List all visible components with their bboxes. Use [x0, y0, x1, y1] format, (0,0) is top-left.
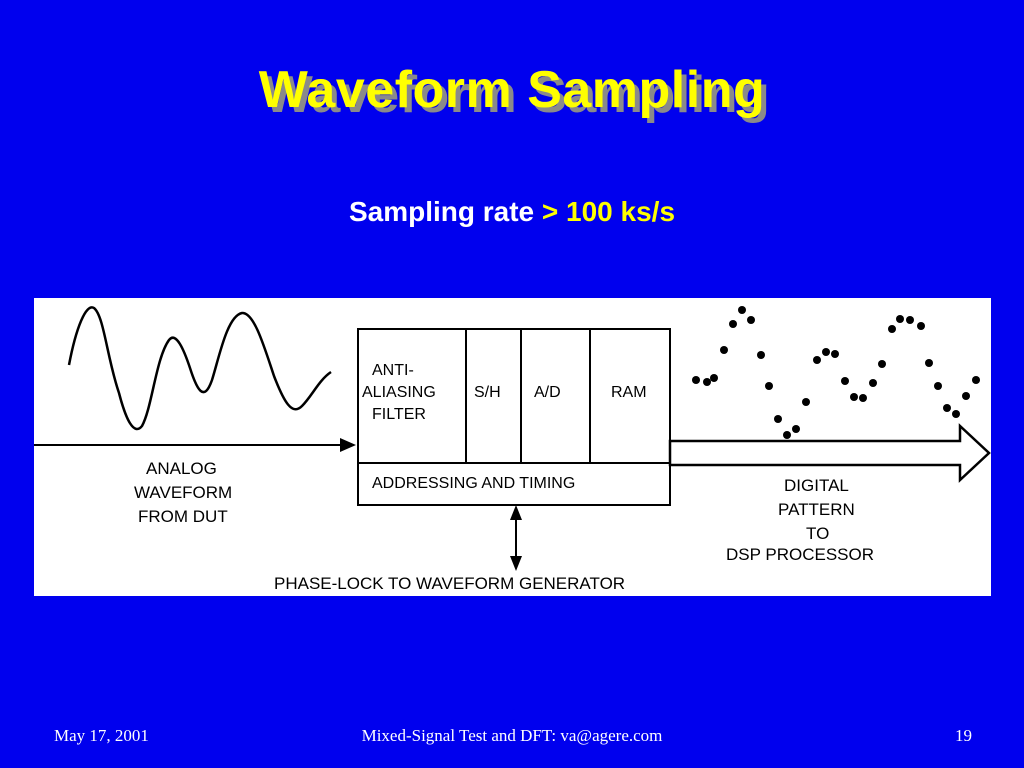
sample-dot	[747, 316, 755, 324]
digital-label-line4: DSP PROCESSOR	[726, 545, 874, 564]
sample-dot	[952, 410, 960, 418]
footer-date: May 17, 2001	[54, 726, 149, 745]
sample-dot	[888, 325, 896, 333]
sampling-diagram: ANALOG WAVEFORM FROM DUT ANTI- ALIASING …	[34, 298, 991, 596]
sample-dot	[774, 415, 782, 423]
sample-dot	[850, 393, 858, 401]
digital-label-line2: PATTERN	[778, 500, 855, 519]
addressing-timing-label: ADDRESSING AND TIMING	[372, 475, 575, 492]
phase-lock-label: PHASE-LOCK TO WAVEFORM GENERATOR	[274, 574, 625, 593]
ram-label: RAM	[611, 384, 647, 401]
input-arrow-head	[340, 438, 356, 452]
analog-waveform	[67, 306, 332, 431]
footer-page-number: 19	[955, 726, 972, 745]
sample-dot	[934, 382, 942, 390]
analog-label-line2: WAVEFORM	[134, 483, 232, 502]
phase-lock-arrow-top	[510, 505, 522, 520]
digital-label-line1: DIGITAL	[784, 476, 849, 495]
sample-dot	[757, 351, 765, 359]
slide-title: Waveform Sampling	[258, 61, 766, 119]
sample-dot	[972, 376, 980, 384]
anti-aliasing-label-3: FILTER	[372, 406, 426, 423]
sample-dot	[792, 425, 800, 433]
footer-title: Mixed-Signal Test and DFT: va@agere.com	[361, 726, 663, 745]
subtitle-label: Sampling rate	[348, 196, 542, 227]
sample-dot	[906, 316, 914, 324]
sample-dot	[943, 404, 951, 412]
sample-dot	[917, 322, 925, 330]
sample-dot	[869, 379, 877, 387]
sample-dot	[896, 315, 904, 323]
sample-dot	[962, 392, 970, 400]
sample-dot	[841, 377, 849, 385]
sample-dot	[729, 320, 737, 328]
ad-converter-label: A/D	[534, 384, 561, 401]
sample-dot	[813, 356, 821, 364]
sample-dot	[925, 359, 933, 367]
sample-dot	[720, 346, 728, 354]
digital-label-line3: TO	[806, 524, 829, 543]
sample-dot	[765, 382, 773, 390]
anti-aliasing-label-2: ALIASING	[362, 384, 436, 401]
diagram-canvas: ANALOG WAVEFORM FROM DUT ANTI- ALIASING …	[34, 306, 991, 593]
anti-aliasing-label-1: ANTI-	[372, 362, 414, 379]
sample-dot	[710, 374, 718, 382]
sample-dot	[703, 378, 711, 386]
analog-label-line3: FROM DUT	[138, 507, 228, 526]
sample-dot	[692, 376, 700, 384]
sample-dot	[738, 306, 746, 314]
digital-samples	[692, 306, 980, 439]
sample-dot	[878, 360, 886, 368]
phase-lock-arrow-bottom	[510, 556, 522, 571]
acquisition-block	[357, 328, 671, 506]
sample-dot	[831, 350, 839, 358]
slide-subtitle: Sampling rate > 100 ks/s	[0, 196, 1024, 228]
subtitle-value: > 100 ks/s	[541, 196, 676, 227]
sample-dot	[802, 398, 810, 406]
analog-label-line1: ANALOG	[146, 459, 217, 478]
sample-dot	[783, 431, 791, 439]
output-arrow	[668, 423, 991, 483]
sample-hold-label: S/H	[474, 384, 501, 401]
sample-dot	[859, 394, 867, 402]
sample-dot	[822, 348, 830, 356]
